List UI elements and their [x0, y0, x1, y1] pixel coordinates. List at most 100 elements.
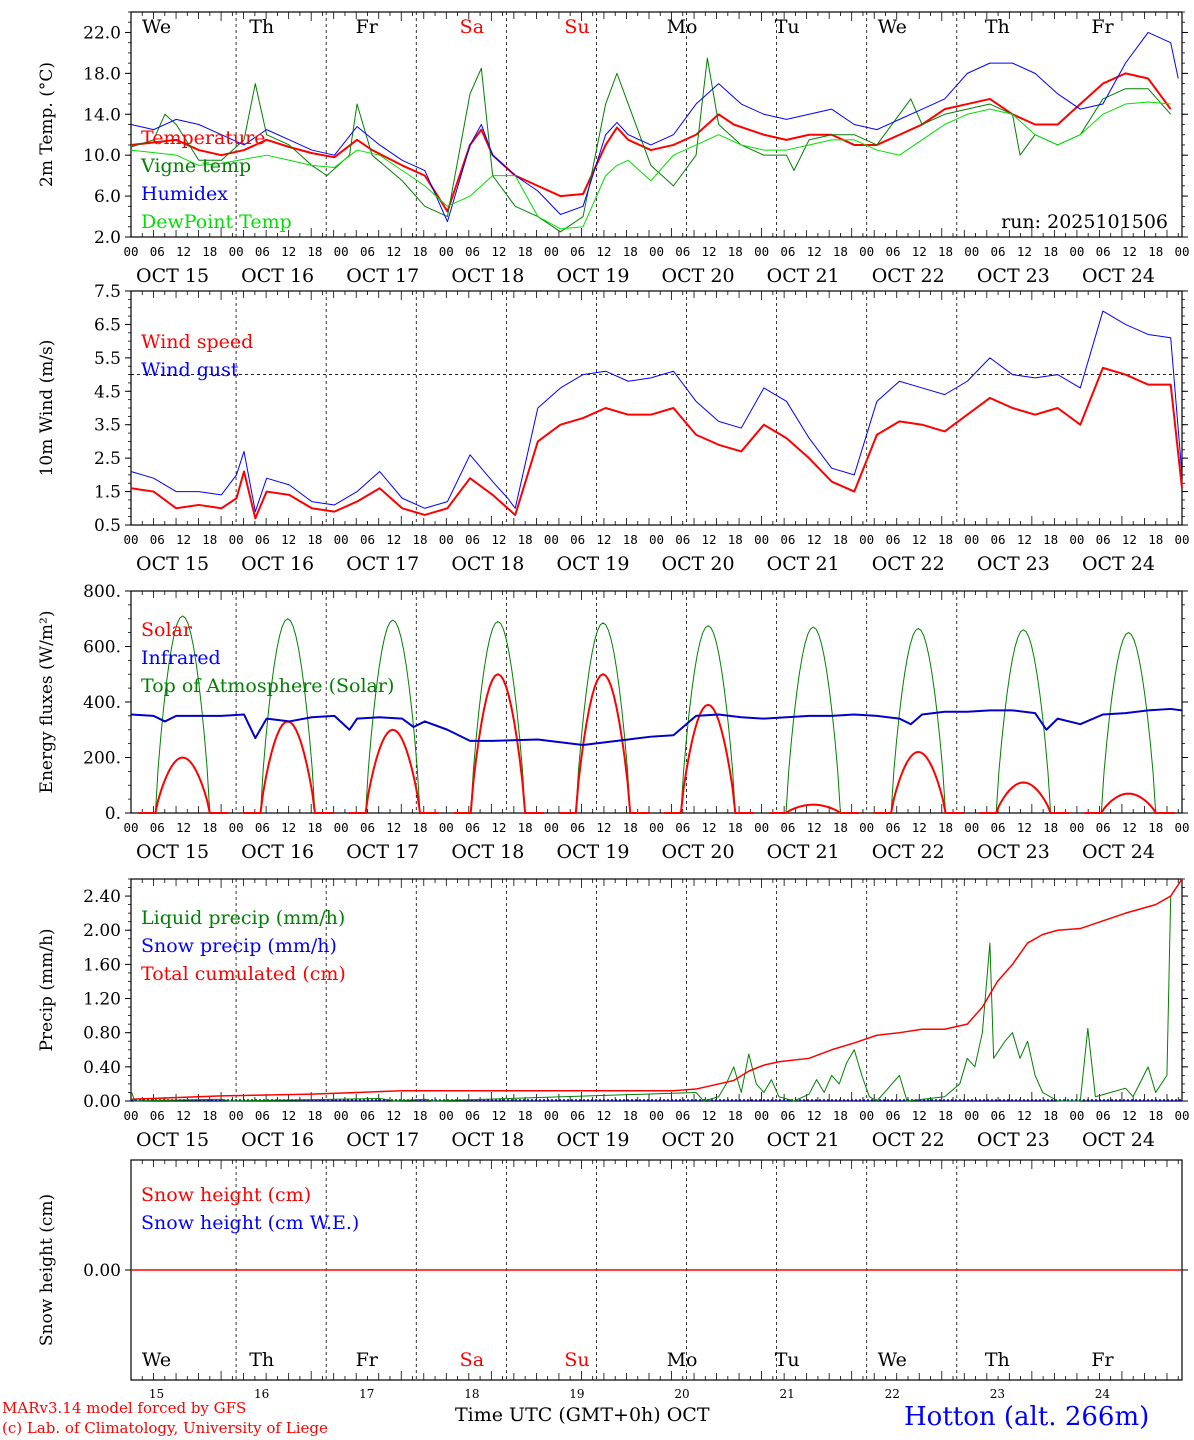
hour-tick-label: 18 [518, 244, 533, 259]
series-top-of-atmosphere-solar- [138, 615, 229, 814]
date-label: OCT 21 [767, 265, 840, 287]
day-number-label: 19 [569, 1387, 584, 1401]
hour-tick-label: 00 [964, 244, 979, 259]
weekday-label: We [878, 1349, 907, 1371]
hour-tick-label: 06 [360, 532, 375, 547]
hour-tick-label: 12 [281, 820, 296, 835]
hour-tick-label: 12 [1017, 1108, 1032, 1123]
hour-tick-label: 06 [991, 244, 1006, 259]
hour-tick-label: 18 [623, 1108, 638, 1123]
plot-frame [130, 290, 1183, 526]
hour-tick-label: 18 [202, 1108, 217, 1123]
weekday-label: We [142, 1349, 171, 1371]
hour-tick-label: 18 [833, 244, 848, 259]
hour-tick-label: 00 [544, 532, 559, 547]
hour-tick-label: 18 [1148, 532, 1163, 547]
hour-tick-label: 12 [281, 532, 296, 547]
hour-tick-label: 00 [1174, 244, 1189, 259]
series-top-of-atmosphere-solar- [348, 619, 439, 814]
hour-tick-label: 12 [386, 532, 401, 547]
hour-tick-label: 06 [1096, 244, 1111, 259]
day-number-label: 15 [149, 1387, 164, 1401]
y-tick-label: 1.20 [83, 990, 121, 1010]
y-tick-label: 0.00 [83, 1092, 121, 1112]
hour-tick-label: 06 [885, 532, 900, 547]
y-tick-label: 600. [83, 638, 121, 658]
y-tick-label: 2.40 [83, 887, 121, 907]
hour-tick-label: 18 [412, 820, 427, 835]
series-solar [453, 673, 544, 814]
hour-tick-label: 00 [229, 532, 244, 547]
series-wind-speed [130, 366, 1183, 520]
hour-tick-label: 18 [202, 820, 217, 835]
hour-tick-label: 12 [1017, 532, 1032, 547]
date-label: OCT 16 [241, 553, 314, 575]
hour-tick-label: 06 [780, 532, 795, 547]
y-tick-label: 2.00 [83, 921, 121, 941]
hour-tick-label: 06 [780, 244, 795, 259]
hour-tick-label: 18 [1148, 1108, 1163, 1123]
date-label: OCT 22 [872, 1129, 945, 1151]
hour-tick-label: 06 [255, 1108, 270, 1123]
hour-tick-label: 00 [123, 244, 138, 259]
date-label: OCT 16 [241, 1129, 314, 1151]
day-number-label: 16 [254, 1387, 269, 1401]
hour-tick-label: 00 [859, 244, 874, 259]
hour-tick-label: 12 [702, 1108, 717, 1123]
date-label: OCT 22 [872, 841, 945, 863]
y-axis-label: Energy fluxes (W/m²) [37, 611, 57, 794]
y-tick-label: 22.0 [83, 23, 121, 43]
series-top-of-atmosphere-solar- [874, 627, 965, 814]
date-label: OCT 19 [556, 841, 629, 863]
day-number-label: 17 [359, 1387, 374, 1401]
day-number-label: 18 [464, 1387, 479, 1401]
hour-tick-label: 12 [596, 244, 611, 259]
weekday-label: Tu [775, 1349, 800, 1371]
hour-tick-label: 18 [412, 532, 427, 547]
series-solar [348, 728, 439, 814]
hour-tick-label: 18 [728, 532, 743, 547]
hour-tick-label: 12 [807, 1108, 822, 1123]
hour-tick-label: 18 [1043, 820, 1058, 835]
hour-tick-label: 06 [991, 820, 1006, 835]
legend-liquid-precip-mm-h-: Liquid precip (mm/h) [141, 907, 345, 929]
date-label: OCT 20 [662, 1129, 735, 1151]
hour-tick-label: 06 [465, 244, 480, 259]
date-label: OCT 18 [451, 1129, 524, 1151]
hour-tick-label: 06 [675, 1108, 690, 1123]
hour-tick-label: 12 [176, 532, 191, 547]
weekday-label: Su [564, 16, 589, 38]
hour-tick-label: 12 [1122, 1108, 1137, 1123]
date-label: OCT 18 [451, 553, 524, 575]
hour-tick-label: 00 [439, 820, 454, 835]
series-humidex [130, 31, 1179, 223]
hour-tick-label: 12 [281, 1108, 296, 1123]
hour-tick-label: 00 [123, 532, 138, 547]
series-solar [138, 756, 229, 814]
hour-tick-label: 18 [202, 532, 217, 547]
hour-tick-label: 00 [859, 1108, 874, 1123]
y-tick-label: 14.0 [83, 105, 121, 125]
hour-tick-label: 00 [649, 820, 664, 835]
hour-tick-label: 06 [1096, 532, 1111, 547]
y-tick-label: 1.60 [83, 955, 121, 975]
hour-tick-label: 00 [1069, 1108, 1084, 1123]
hour-tick-label: 06 [780, 1108, 795, 1123]
hour-tick-label: 00 [649, 1108, 664, 1123]
legend-dewpoint-temp: DewPoint Temp [141, 211, 292, 233]
hour-tick-label: 18 [518, 532, 533, 547]
y-axis-label: 10m Wind (m/s) [37, 340, 57, 477]
y-axis-label: Snow height (cm) [37, 1194, 57, 1346]
hour-tick-label: 06 [885, 1108, 900, 1123]
hour-tick-label: 06 [465, 532, 480, 547]
hour-tick-label: 00 [964, 820, 979, 835]
hour-tick-label: 18 [938, 532, 953, 547]
hour-tick-label: 06 [570, 1108, 585, 1123]
date-label: OCT 19 [556, 553, 629, 575]
hour-tick-label: 06 [991, 532, 1006, 547]
hour-tick-label: 18 [307, 532, 322, 547]
date-label: OCT 17 [346, 841, 419, 863]
series-top-of-atmosphere-solar- [1084, 632, 1175, 814]
y-tick-label: 0.40 [83, 1058, 121, 1078]
hour-tick-label: 12 [176, 244, 191, 259]
